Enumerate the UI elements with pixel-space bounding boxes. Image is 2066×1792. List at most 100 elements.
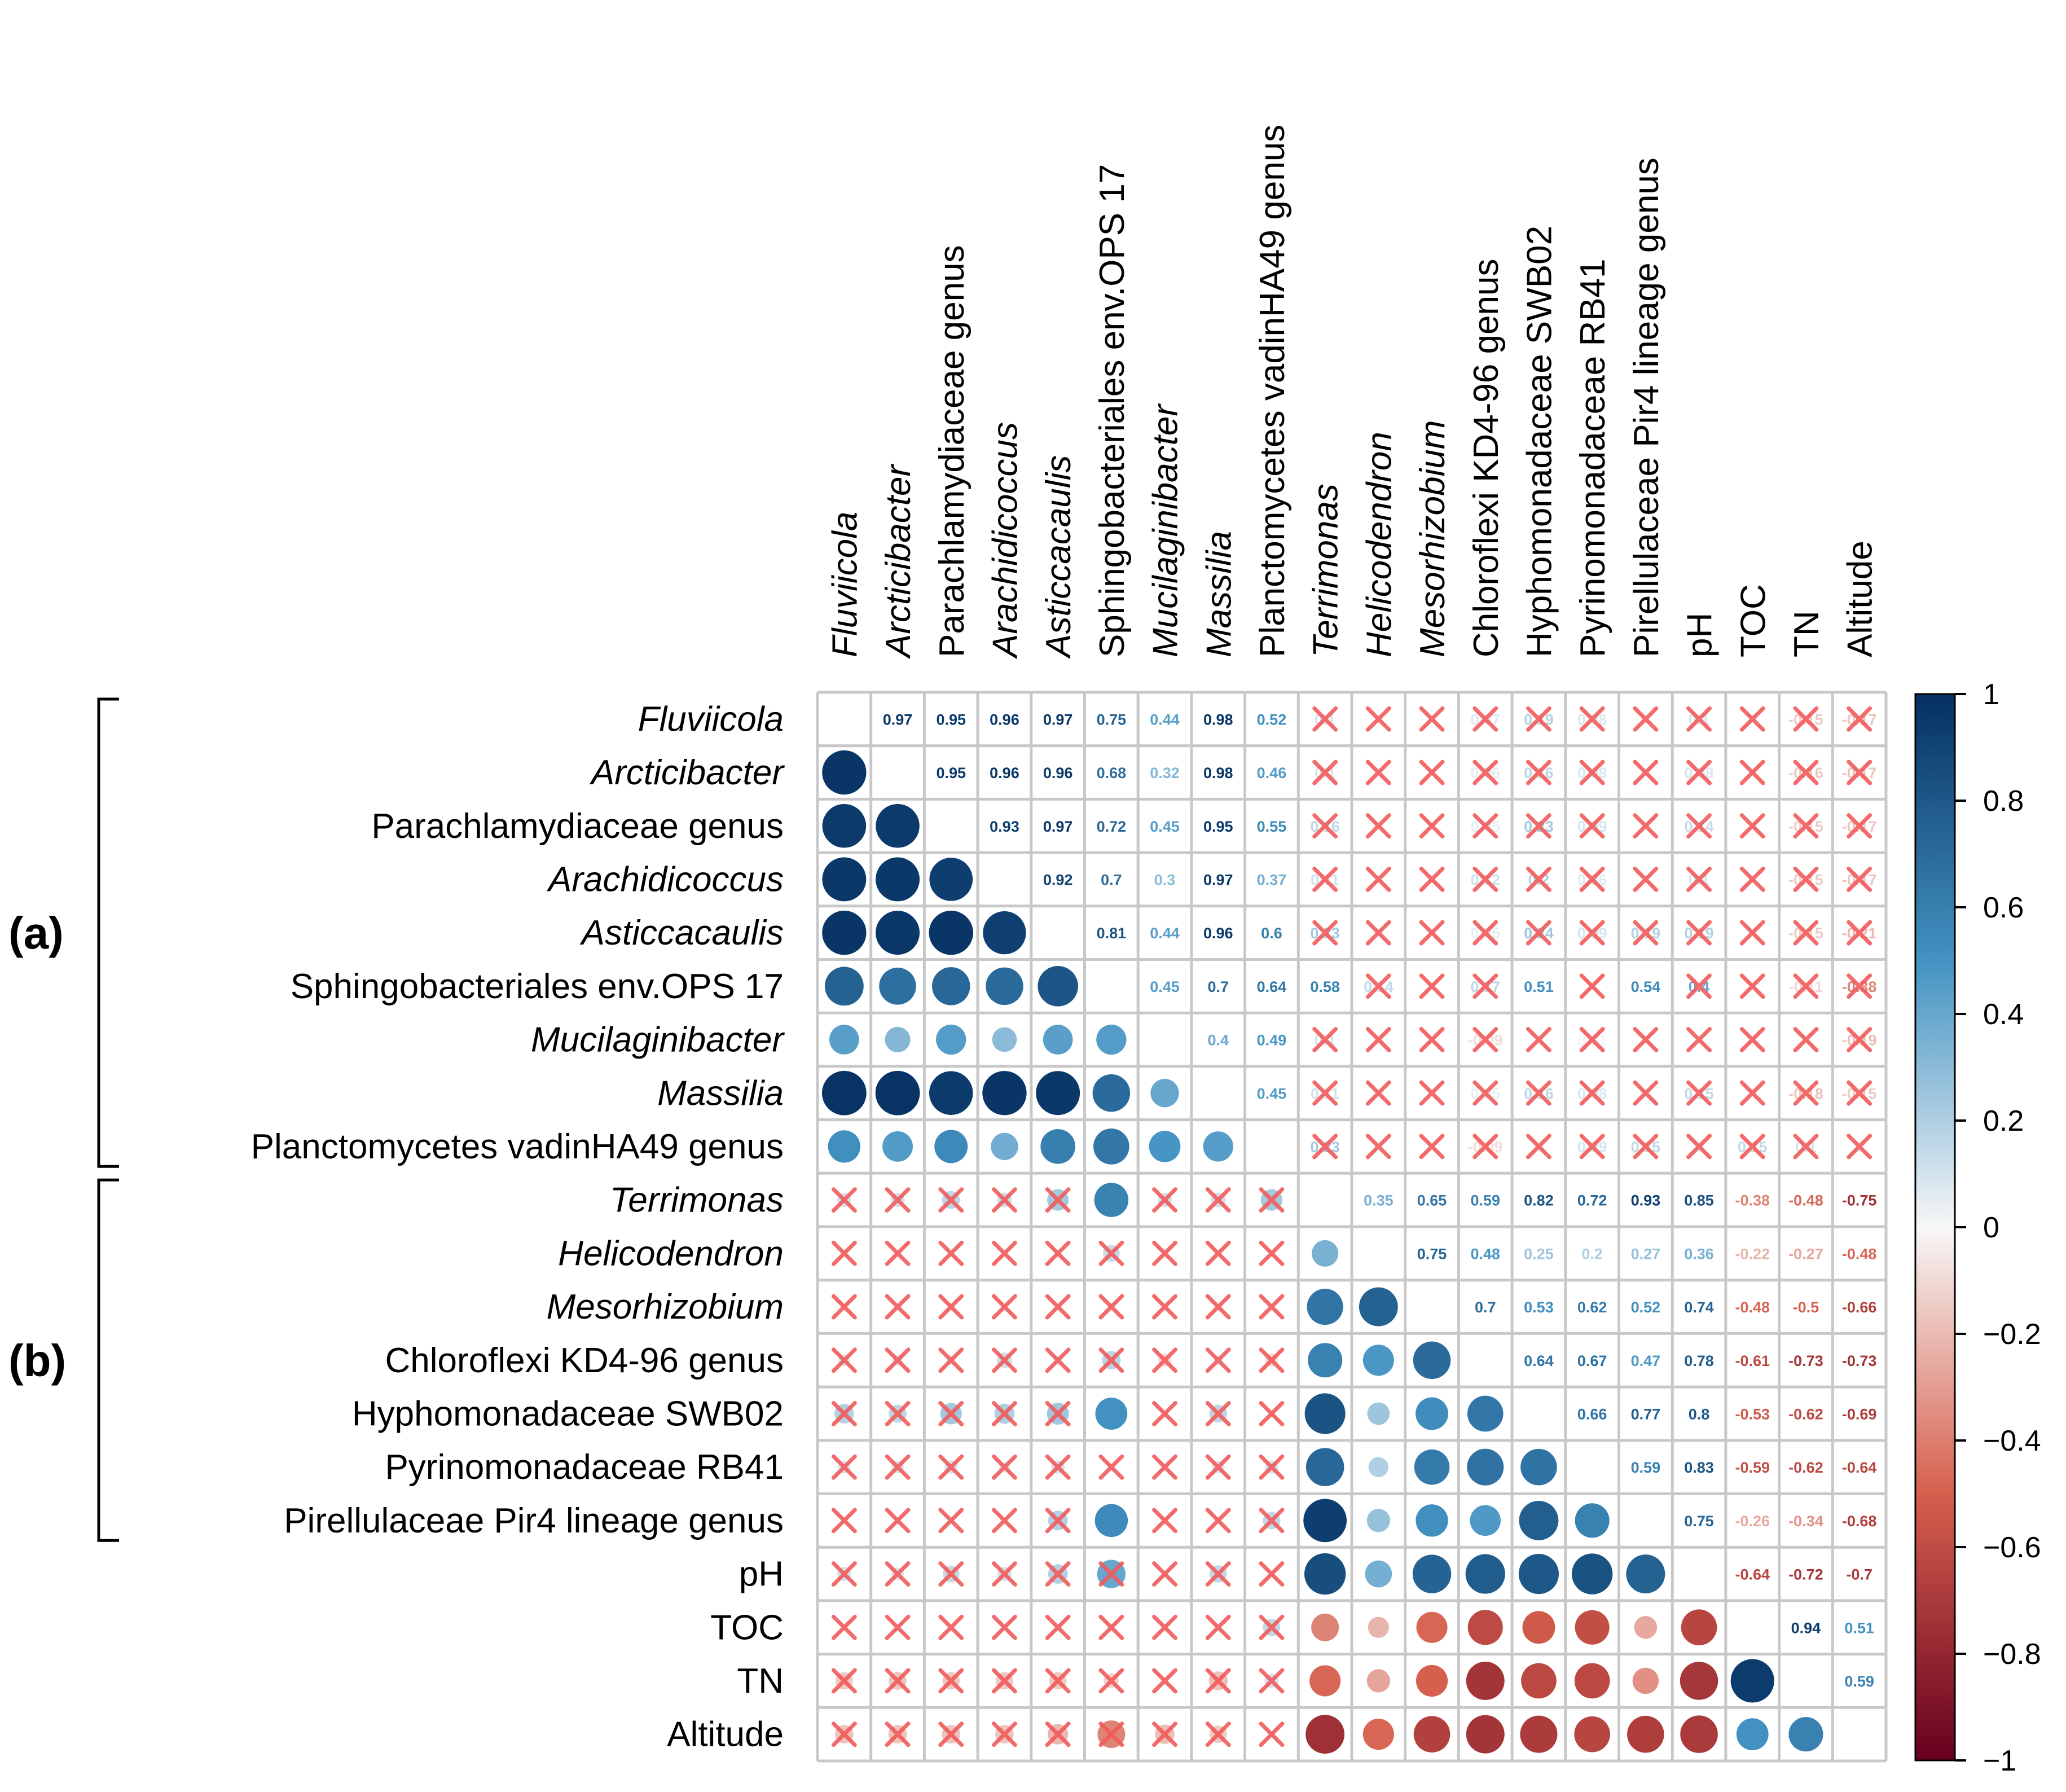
cell-0-1: 0.97 [883,711,913,728]
row-label: Mesorhizobium [547,1288,784,1327]
colorbar-tick-label: 0.2 [1983,1105,2024,1137]
cell-10-15: 0.27 [1631,1245,1661,1262]
insignificant-cross-icon [1472,1080,1498,1106]
cell-13-2 [938,1401,964,1426]
cell-4-17 [1739,920,1765,946]
cell-3-8: 0.37 [1257,871,1287,888]
cell-11-9 [1307,1288,1343,1325]
insignificant-cross-icon [992,1294,1017,1320]
cell-10-19: -0.48 [1842,1245,1877,1262]
cell-5-8: 0.64 [1257,978,1287,995]
column-label: Planctomycetes vadinHA49 genus [1253,125,1292,657]
cell-17-19: 0.51 [1844,1619,1874,1636]
correlation-circle [1416,1611,1448,1643]
row-label: Chloroflexi KD4-96 genus [385,1341,784,1380]
cell-15-0 [831,1508,857,1534]
correlation-circle [822,750,867,795]
correlation-value: -0.7 [1846,1566,1872,1583]
row-label: Pyrinomonadaceae RB41 [385,1448,784,1487]
insignificant-cross-icon [1045,1454,1071,1480]
correlation-value: 0.7 [1207,978,1229,995]
insignificant-cross-icon [938,1294,964,1320]
correlation-circle [936,1024,966,1055]
insignificant-cross-icon [1205,1561,1231,1587]
cell-6-14: 0.01 [1577,1027,1607,1052]
cell-4-8: 0.6 [1261,925,1282,942]
cell-4-0 [822,910,867,955]
correlation-circle [1571,1553,1613,1595]
correlation-circle [1095,1398,1128,1430]
cell-5-2 [932,967,970,1005]
correlation-circle [982,1071,1027,1115]
cell-10-13: 0.25 [1524,1245,1554,1262]
correlation-circle [1308,1343,1343,1378]
insignificant-cross-icon [1793,1027,1819,1052]
insignificant-cross-icon [938,1614,964,1640]
correlation-value: 0.97 [1203,871,1233,888]
cell-11-17: -0.48 [1735,1299,1770,1316]
cell-2-5: 0.72 [1097,818,1127,835]
cell-13-0 [831,1401,857,1426]
insignificant-cross-icon [1098,1240,1124,1266]
cell-17-4 [1045,1614,1071,1640]
correlation-circle [1520,1448,1557,1486]
colorbar-tick-label: −0.4 [1983,1425,2041,1457]
insignificant-cross-icon [992,1187,1017,1213]
cell-3-19: -0.17 [1842,867,1876,892]
correlation-value: 0.52 [1257,711,1287,728]
cell-7-9: 0.11 [1311,1080,1339,1106]
correlation-circle [1094,1504,1128,1538]
insignificant-cross-icon [1312,1027,1338,1052]
cell-13-14: 0.66 [1577,1406,1607,1422]
cell-14-7 [1205,1454,1231,1480]
cell-14-1 [885,1454,911,1480]
insignificant-cross-icon [1365,867,1391,892]
correlation-circle [929,1071,973,1115]
cell-16-14 [1571,1553,1613,1595]
correlation-value: -0.68 [1842,1513,1877,1530]
insignificant-cross-icon [1152,1508,1177,1534]
cell-8-0 [828,1130,861,1163]
cell-6-15 [1633,1027,1659,1052]
correlation-value: 0.35 [1364,1192,1394,1209]
correlation-value: 0.51 [1844,1619,1874,1636]
cell-9-6 [1152,1187,1177,1213]
insignificant-cross-icon [1739,973,1765,999]
correlation-value: 0.7 [1475,1299,1496,1316]
cell-13-3 [992,1401,1017,1426]
cell-14-16: 0.83 [1684,1459,1714,1476]
insignificant-cross-icon [1579,1080,1605,1106]
insignificant-cross-icon [831,1721,857,1747]
insignificant-cross-icon [938,1454,964,1480]
cell-1-15 [1633,759,1659,785]
insignificant-cross-icon [1419,706,1445,732]
insignificant-cross-icon [831,1454,857,1480]
cell-4-16: 0.19 [1684,920,1714,946]
cell-8-2 [934,1130,968,1163]
insignificant-cross-icon [1472,867,1498,892]
cell-6-18 [1793,1027,1819,1052]
cell-13-4 [1045,1401,1071,1426]
cell-9-13: 0.82 [1524,1192,1554,1209]
cell-7-19: -0.15 [1842,1080,1876,1106]
correlation-value: 0.97 [1043,818,1073,835]
cell-9-1 [885,1187,911,1213]
cell-3-10 [1365,867,1391,892]
cell-17-9 [1311,1613,1339,1641]
cell-10-3 [992,1240,1017,1266]
cell-11-14: 0.62 [1577,1299,1607,1316]
cell-4-11 [1419,920,1445,946]
cell-2-10 [1365,813,1391,839]
correlation-circle [1312,1240,1339,1267]
correlation-value: 0.27 [1631,1245,1661,1262]
cell-19-5 [1097,1720,1126,1749]
insignificant-cross-icon [1472,973,1498,999]
correlation-value: 0.83 [1684,1459,1714,1476]
cell-5-17 [1739,973,1765,999]
insignificant-cross-icon [1633,1027,1659,1052]
cell-19-12 [1466,1715,1505,1754]
cell-17-11 [1416,1611,1448,1643]
correlation-value: 0.52 [1631,1299,1661,1316]
cell-0-12: 0.07 [1470,706,1500,732]
cell-6-4 [1043,1025,1073,1055]
